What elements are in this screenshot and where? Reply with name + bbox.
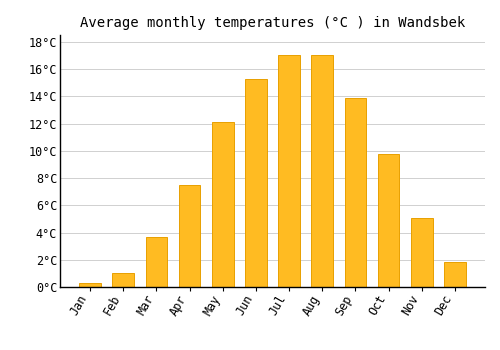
Bar	[179, 185, 201, 287]
Bar	[245, 79, 266, 287]
Bar	[212, 122, 234, 287]
Bar	[344, 98, 366, 287]
Bar	[444, 262, 466, 287]
Bar	[112, 273, 134, 287]
Bar	[80, 283, 101, 287]
Bar	[312, 55, 333, 287]
Bar	[278, 55, 300, 287]
Bar	[146, 237, 167, 287]
Title: Average monthly temperatures (°C ) in Wandsbek: Average monthly temperatures (°C ) in Wa…	[80, 16, 465, 30]
Bar	[411, 218, 432, 287]
Bar	[378, 154, 400, 287]
